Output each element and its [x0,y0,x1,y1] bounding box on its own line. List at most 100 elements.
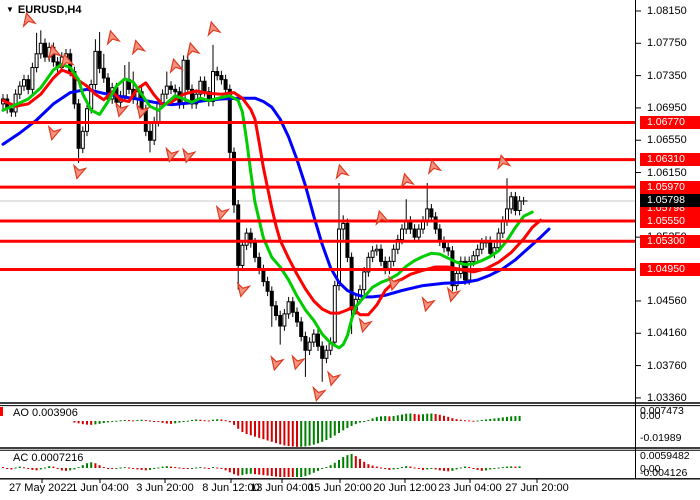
ao-histogram-bar [413,413,416,421]
ao-histogram-bar [485,419,487,421]
candle-body [479,242,484,250]
ac-histogram-bar [18,466,21,468]
ao-histogram-bar [430,413,433,421]
ao-histogram-bar [266,421,269,441]
ao-histogram-bar [296,421,298,447]
y-axis-label: 1.07750 [647,37,687,50]
ac-histogram-bar [161,466,164,468]
candle-body [324,349,329,359]
ac-histogram-bar [275,468,277,477]
ao-histogram-bar [489,418,492,421]
fractal-up-arrow-icon [169,57,184,75]
ac-histogram-bar [380,467,382,469]
x-axis-label: 15 Jun 20:00 [308,482,372,494]
candle-body [295,311,299,323]
y-axis-label: 1.04560 [647,294,687,307]
x-axis-label: 1 Jun 04:00 [71,482,129,494]
ao-histogram-bar [338,421,340,433]
ao-histogram-bar [434,413,437,421]
fractal-up-arrow-icon [60,52,75,70]
ac-axis-label: 0.00 [640,463,661,475]
ac-histogram-bar [245,468,248,475]
ao-histogram-bar [447,416,450,421]
ac-histogram-bar [195,467,198,469]
candle-body [337,228,341,287]
ac-histogram-bar [216,467,219,469]
current-price-tag: 1.05798 [640,194,700,208]
candle-body [362,271,367,291]
ao-histogram-bar [241,421,244,433]
ao-histogram-bar [380,416,382,421]
ac-histogram-bar [81,465,84,468]
ao-histogram-bar [275,421,277,444]
ac-histogram-bar [98,465,101,468]
ac-histogram-bar [300,468,303,477]
x-axis-label: 23 Jun 04:00 [438,482,502,494]
ao-histogram-bar [220,419,223,421]
ac-histogram-bar [312,468,315,473]
ac-histogram-bar [31,468,34,470]
chevron-down-icon: ▼ [6,5,14,14]
ac-histogram-bar [44,467,46,469]
ao-histogram-bar [472,420,475,422]
level-price-tag: 1.06310 [640,153,700,167]
ac-histogram-bar [107,468,109,469]
ao-histogram-bar [207,420,210,422]
ao-histogram-bar [233,421,235,425]
ac-histogram-bar [178,467,181,469]
ac-histogram-bar [186,468,189,469]
ao-histogram-bar [73,421,76,423]
fractal-down-arrow-icon [47,124,63,142]
ac-histogram-bar [128,467,130,469]
ac-histogram-bar [94,463,97,468]
x-axis-label: 27 May 2022 [9,482,73,494]
ao-histogram-bar [224,420,227,422]
ac-histogram-bar [170,466,172,468]
ao-histogram-bar [132,420,135,422]
x-axis-label: 8 Jun 12:00 [202,482,260,494]
ac-histogram-bar [291,468,294,477]
candle-body [374,248,379,252]
candle-body [290,301,295,313]
symbol-timeframe-label[interactable]: ▼ EURUSD,H4 [6,4,82,16]
ao-histogram-bar [396,415,399,421]
ac-histogram-bar [174,467,177,469]
ao-histogram-bar [245,421,248,434]
candle-body [248,232,253,244]
candle-body [148,130,152,141]
ac-histogram-bar [136,468,139,470]
ac-histogram-bar [342,457,345,468]
ac-histogram-bar [212,467,214,469]
candle-body [278,315,283,327]
ao-histogram-bar [514,416,517,421]
ac-indicator-label: AC 0.0007216 [13,452,84,464]
fractal-up-arrow-icon [427,158,443,176]
ao-histogram-bar [342,421,345,431]
ac-histogram-bar [451,468,454,471]
ao-histogram-bar [216,419,219,421]
fractal-down-arrow-icon [421,296,436,313]
ac-histogram-bar [254,468,256,475]
candle-body [303,336,308,351]
ac-histogram-bar [2,467,4,469]
ac-histogram-bar [308,468,311,475]
y-axis-label: 1.06550 [647,134,687,147]
candle-body [320,345,325,359]
candle-body [30,67,35,90]
ao-histogram-bar [203,420,206,422]
ao-histogram-bar [329,421,332,438]
ao-histogram-bar [115,420,118,422]
candle-body [9,108,14,113]
ao-histogram-bar [510,416,513,421]
ac-histogram-bar [69,468,72,471]
ac-histogram-bar [338,459,340,468]
ao-histogram-bar [174,421,177,424]
ao-histogram-bar [153,421,156,422]
ao-histogram-bar [191,419,193,421]
ac-histogram-bar [296,468,298,477]
ac-histogram-bar [224,468,227,471]
candle-body [471,255,476,262]
x-axis-label: 3 Jun 20:00 [136,482,194,494]
